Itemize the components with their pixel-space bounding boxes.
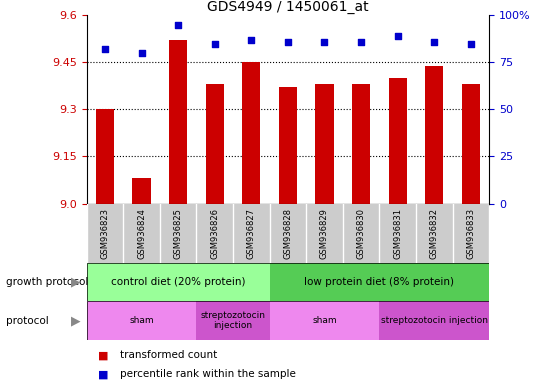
Text: sham: sham	[129, 316, 154, 325]
Point	[357, 39, 366, 45]
Text: GSM936827: GSM936827	[247, 208, 256, 259]
Point	[430, 39, 439, 45]
Bar	[242, 62, 260, 204]
Bar	[96, 109, 114, 204]
Bar	[196, 301, 269, 340]
Text: GSM936823: GSM936823	[101, 208, 110, 259]
Point	[393, 33, 402, 39]
Text: GSM936830: GSM936830	[357, 208, 366, 259]
Bar	[279, 88, 297, 204]
Bar	[315, 84, 334, 204]
Text: streptozotocin
injection: streptozotocin injection	[201, 311, 266, 330]
Bar	[269, 301, 380, 340]
Point	[247, 37, 256, 43]
Text: growth protocol: growth protocol	[6, 277, 88, 287]
Text: GSM936831: GSM936831	[393, 208, 402, 259]
Point	[101, 46, 110, 52]
Text: GSM936832: GSM936832	[430, 208, 439, 259]
Text: GSM936829: GSM936829	[320, 208, 329, 259]
Bar	[425, 66, 443, 204]
Text: transformed count: transformed count	[120, 350, 217, 360]
Bar	[462, 84, 480, 204]
Text: ■: ■	[98, 369, 108, 379]
Text: sham: sham	[312, 316, 337, 325]
Bar	[87, 301, 196, 340]
Text: GSM936826: GSM936826	[210, 208, 219, 259]
Bar	[380, 301, 489, 340]
Title: GDS4949 / 1450061_at: GDS4949 / 1450061_at	[207, 0, 369, 14]
Text: percentile rank within the sample: percentile rank within the sample	[120, 369, 296, 379]
Text: GSM936825: GSM936825	[174, 208, 183, 259]
Text: GSM936828: GSM936828	[283, 208, 292, 259]
Point	[320, 39, 329, 45]
Text: GSM936833: GSM936833	[466, 208, 475, 259]
Bar	[206, 84, 224, 204]
Bar	[169, 40, 187, 204]
Text: GSM936824: GSM936824	[137, 208, 146, 259]
Text: ■: ■	[98, 350, 108, 360]
Bar	[389, 78, 407, 204]
Point	[174, 22, 183, 28]
Text: ▶: ▶	[72, 276, 81, 289]
Text: protocol: protocol	[6, 316, 48, 326]
Point	[466, 40, 475, 46]
Bar	[269, 263, 489, 301]
Bar	[132, 179, 151, 204]
Text: ▶: ▶	[72, 314, 81, 327]
Text: control diet (20% protein): control diet (20% protein)	[111, 277, 245, 287]
Text: low protein diet (8% protein): low protein diet (8% protein)	[304, 277, 454, 287]
Point	[283, 39, 292, 45]
Bar	[352, 84, 370, 204]
Point	[137, 50, 146, 56]
Text: streptozotocin injection: streptozotocin injection	[381, 316, 488, 325]
Point	[210, 40, 219, 46]
Bar	[87, 263, 269, 301]
